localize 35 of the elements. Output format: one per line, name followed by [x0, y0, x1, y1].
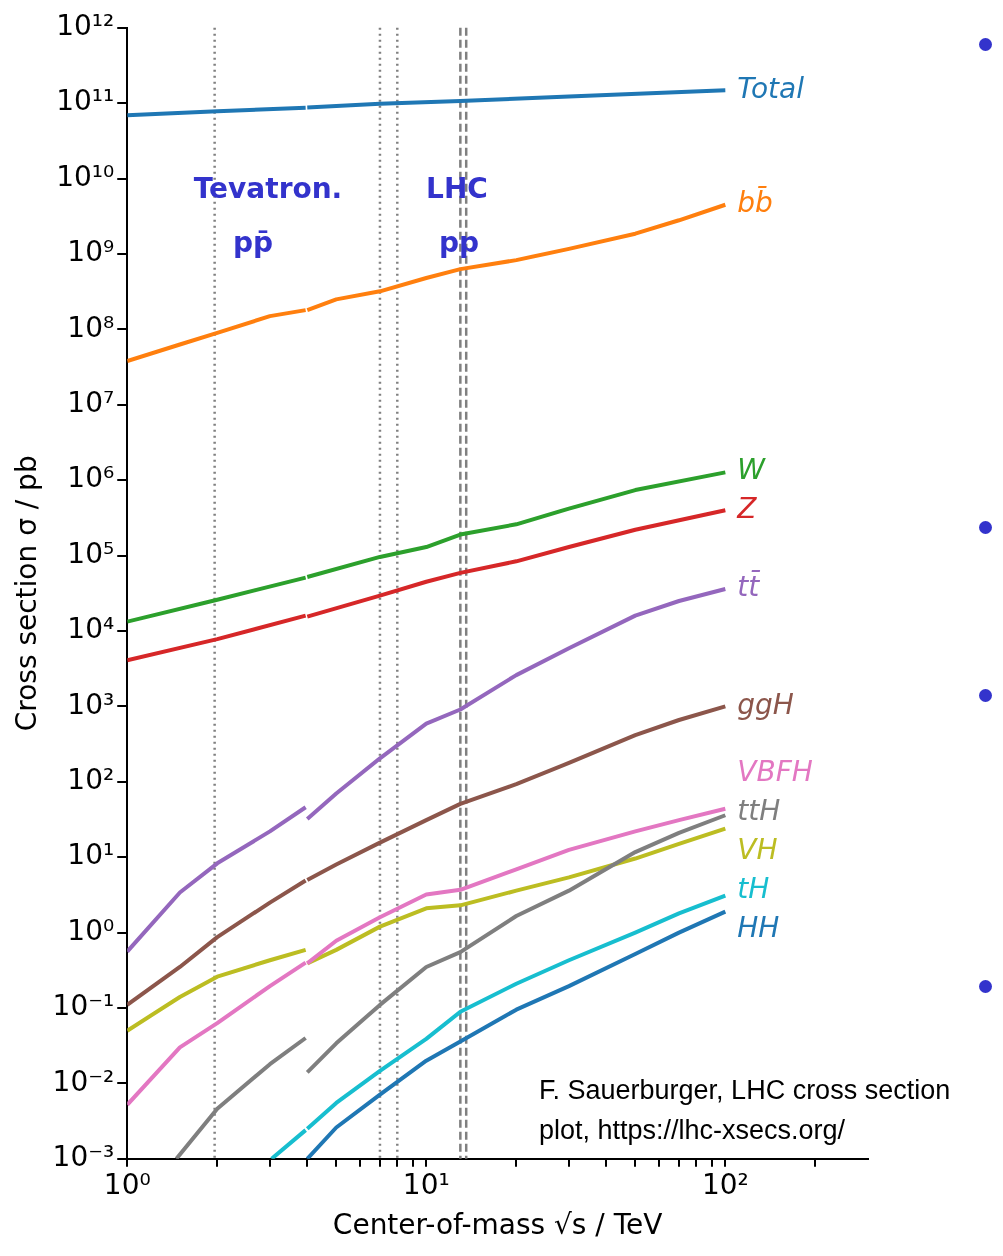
series-label: tH [737, 872, 770, 906]
annotation: pp̄ [232, 226, 274, 260]
y-tick-label: 10³ [67, 687, 115, 721]
y-tick-label: 10¹¹ [56, 84, 115, 118]
y-tick-label: 10² [67, 763, 115, 797]
series-label: HH [737, 911, 780, 945]
y-tick-label: 10⁶ [67, 461, 115, 495]
series-label: W [737, 453, 767, 487]
y-tick-label: 10¹⁰ [56, 159, 115, 193]
series-label: VBFH [737, 755, 813, 789]
y-tick-label: 10¹² [56, 9, 115, 43]
series-label: Z [736, 492, 758, 526]
series-label: tt̄ [737, 569, 762, 604]
y-tick-label: 10⁹ [67, 235, 115, 269]
annotation: LHC [426, 172, 488, 206]
series-label: ttH [737, 794, 781, 828]
series-label: bb̄ [737, 184, 773, 220]
y-tick-label: 10⁻² [52, 1064, 115, 1098]
y-tick-label: 10⁸ [67, 310, 115, 344]
y-tick-label: 10¹ [67, 838, 115, 872]
x-tick-label: 10² [701, 1167, 749, 1201]
x-axis-title: Center-of-mass √s / TeV [332, 1208, 663, 1242]
x-tick-label: 10¹ [402, 1167, 450, 1201]
y-axis-title: Cross section σ / pb [10, 455, 44, 732]
y-tick-label: 10⁷ [67, 386, 115, 420]
annotation: pp [438, 226, 480, 260]
annotation: F. Sauerburger, LHC cross section plot, https://lhc-xsecs.org/ [533, 1066, 1003, 1154]
annotation: Tevatron. [193, 172, 343, 206]
series-label: ggH [737, 687, 794, 721]
series-label: VH [737, 833, 778, 867]
y-tick-label: 10⁰ [67, 913, 115, 947]
y-tick-label: 10⁵ [67, 536, 115, 570]
y-tick-label: 10⁴ [67, 612, 115, 646]
series-label: Total [737, 71, 805, 105]
y-tick-label: 10⁻¹ [52, 989, 115, 1023]
